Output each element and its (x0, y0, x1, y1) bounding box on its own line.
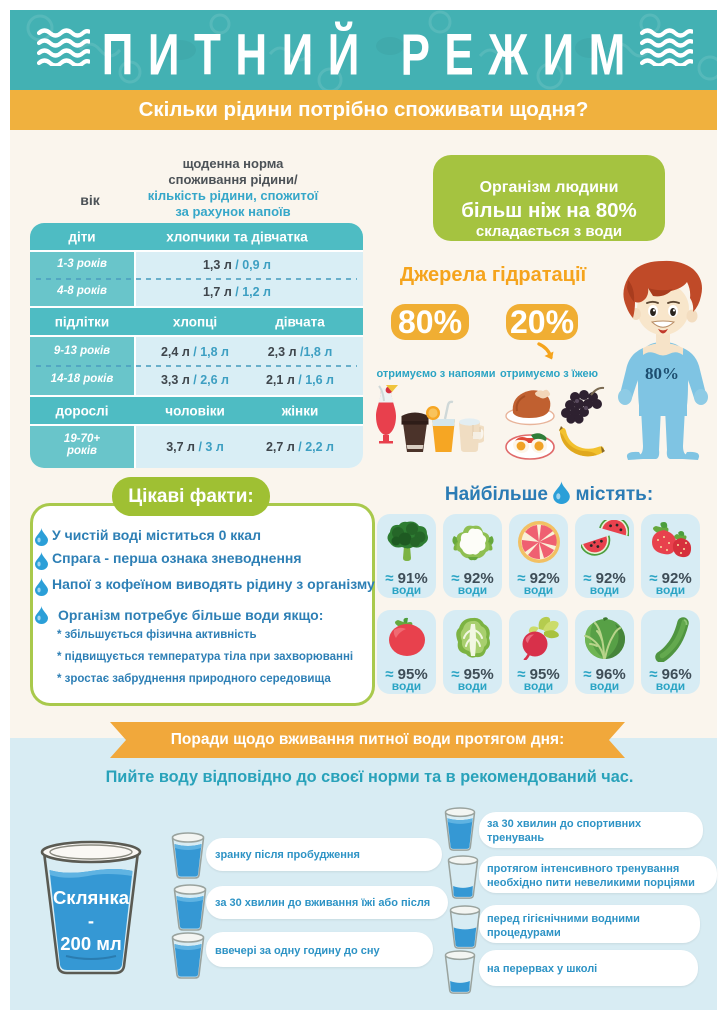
svg-text:Склянка: Склянка (53, 887, 130, 908)
svg-text:-: - (88, 910, 94, 931)
svg-text:200 мл: 200 мл (60, 933, 121, 954)
svg-text:80%: 80% (645, 364, 679, 383)
